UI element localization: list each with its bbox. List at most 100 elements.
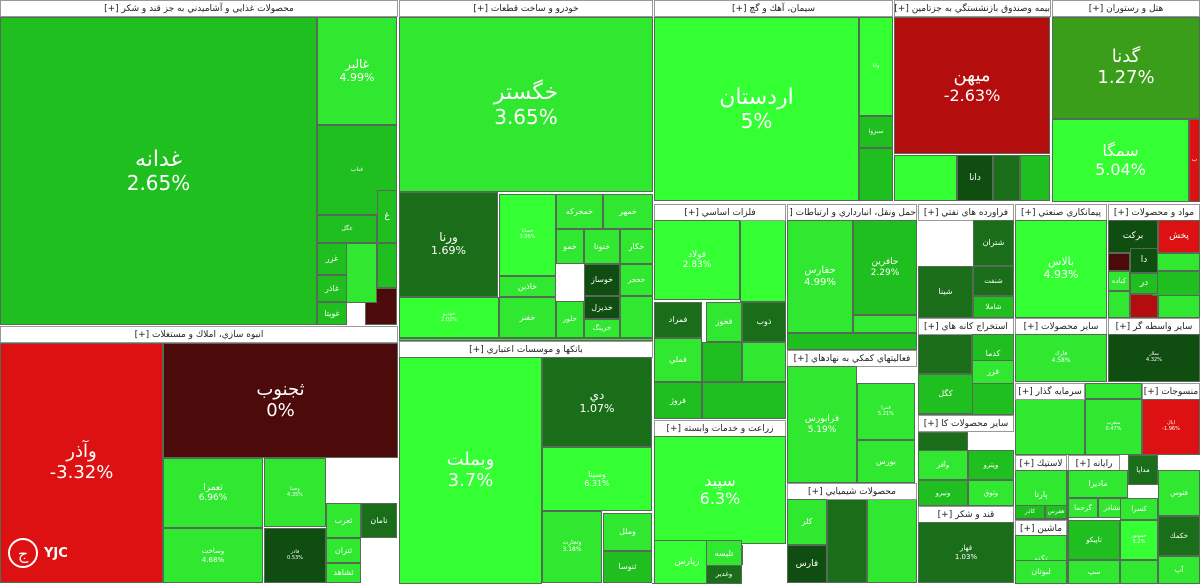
tile-22[interactable]: فارك 4.58%: [1015, 334, 1107, 382]
tile-89[interactable]: فتوس: [1158, 470, 1200, 516]
tile-34[interactable]: خودرو 2.02%: [399, 297, 499, 338]
tile-5[interactable]: ميهن -2.63%: [894, 17, 1050, 154]
tile-60[interactable]: فروژ: [654, 382, 702, 419]
tile-49[interactable]: بورس: [857, 440, 915, 483]
tile-1[interactable]: غالبر 4.99%: [317, 17, 397, 125]
tile-105[interactable]: سغرب 0.47%: [1085, 399, 1142, 455]
tile-27[interactable]: بركت: [1108, 220, 1158, 253]
tile-unlabelled[interactable]: [399, 338, 653, 341]
tile-19[interactable]: بالاس 4.93%: [1015, 220, 1107, 318]
tile-unlabelled[interactable]: [620, 296, 653, 338]
tile-31[interactable]: خساپا 3.06%: [499, 194, 556, 276]
tile-80[interactable]: وانا: [859, 17, 893, 116]
tile-unlabelled[interactable]: [377, 243, 397, 288]
sector-header[interactable]: هتل و رستوران [+]: [1052, 0, 1200, 17]
sector-header[interactable]: زراعت و خدمات وابسته [+]: [654, 420, 786, 437]
sector-header[interactable]: فراورده هاي نفتي [+]: [918, 204, 1014, 221]
tile-91[interactable]: آپ: [1158, 556, 1200, 584]
tile-106[interactable]: سپ: [1068, 560, 1120, 584]
tile-88[interactable]: هفرس: [1045, 505, 1067, 519]
tile-58[interactable]: فمراد: [654, 302, 702, 338]
sector-header[interactable]: بانكها و موسسات اعتباري [+]: [399, 341, 653, 358]
tile-74[interactable]: خحجر: [620, 264, 653, 296]
sector-header[interactable]: بيمه وصندوق بازنشستگي به جزتامين [+]: [894, 0, 1051, 17]
tile-7[interactable]: سمگا 5.04%: [1052, 119, 1189, 202]
tile-70[interactable]: خمو: [556, 229, 584, 264]
tile-71[interactable]: خلور: [556, 301, 584, 338]
tile-unlabelled[interactable]: [742, 342, 786, 382]
tile-unlabelled[interactable]: [993, 155, 1020, 201]
tile-unlabelled[interactable]: [853, 315, 917, 333]
tile-unlabelled[interactable]: [918, 334, 972, 374]
sector-header[interactable]: ساير واسطه گر [+]: [1108, 318, 1200, 335]
sector-header[interactable]: فلزات اساسي [+]: [654, 204, 786, 221]
tile-unlabelled[interactable]: [702, 342, 742, 382]
tile-41[interactable]: ثشاهد: [326, 563, 361, 583]
tile-unlabelled[interactable]: [1015, 399, 1085, 455]
tile-83[interactable]: گرحما: [1068, 498, 1098, 518]
tile-9[interactable]: ثجنوب 0%: [163, 343, 398, 458]
tile-unlabelled[interactable]: [827, 499, 867, 583]
tile-101[interactable]: وآفر: [918, 450, 968, 480]
tile-unlabelled[interactable]: [1020, 155, 1050, 201]
tile-20[interactable]: سپيد 6.3%: [654, 436, 786, 544]
sector-header[interactable]: فعاليتهاي كمكي به نهادهاي [+]: [787, 350, 917, 367]
tile-unlabelled[interactable]: [1158, 294, 1200, 318]
tile-51[interactable]: كلر: [787, 499, 827, 545]
tile-unlabelled[interactable]: [702, 382, 786, 419]
sector-header[interactable]: محصولات شيميايي [+]: [787, 483, 917, 500]
tile-86[interactable]: سلار 4.32%: [1108, 334, 1200, 382]
tile-43[interactable]: غزر: [317, 243, 347, 275]
tile-39[interactable]: نامان: [361, 503, 397, 538]
tile-65[interactable]: ثنوسا: [603, 551, 652, 583]
tile-28[interactable]: پخش: [1158, 220, 1200, 253]
tile-unlabelled[interactable]: [1130, 294, 1158, 318]
sector-header[interactable]: سرمايه گذار [+]: [1015, 383, 1085, 400]
tile-unlabelled[interactable]: [867, 499, 917, 583]
tile-50[interactable]: فارس: [787, 545, 827, 583]
tile-85[interactable]: مداپا: [1128, 455, 1158, 485]
tile-33[interactable]: خفنر: [499, 297, 556, 338]
tile-62[interactable]: ذوب: [742, 302, 786, 342]
tile-99[interactable]: غگل: [317, 215, 377, 243]
tile-17[interactable]: حفارس 4.99%: [787, 220, 853, 333]
tile-unlabelled[interactable]: [365, 288, 397, 325]
sector-header[interactable]: سيمان، آهك و گچ [+]: [654, 0, 893, 17]
tile-103[interactable]: وثوق: [968, 480, 1014, 506]
tile-16[interactable]: فولاد 2.83%: [654, 220, 740, 300]
sector-header[interactable]: پيمانكاري صنعتي [+]: [1015, 204, 1107, 221]
tile-unlabelled[interactable]: [1120, 560, 1158, 584]
tile-67[interactable]: تليسه: [706, 540, 742, 568]
tile-40[interactable]: ثتران: [326, 538, 361, 563]
tile-45[interactable]: غويتا: [317, 302, 347, 325]
tile-unlabelled[interactable]: [1085, 383, 1142, 399]
tile-108[interactable]: ب: [1189, 119, 1200, 202]
tile-72[interactable]: خرينگ: [584, 319, 620, 338]
tile-75[interactable]: اپال -1.96%: [1142, 399, 1200, 455]
tile-79[interactable]: قمرا 5.21%: [857, 383, 915, 440]
tile-48[interactable]: فزر: [972, 360, 1014, 384]
tile-10[interactable]: ثعمرا 6.96%: [163, 458, 263, 528]
tile-unlabelled[interactable]: [1152, 271, 1200, 296]
sector-header[interactable]: محصولات غذايي و آشاميدني به جز قند و شكر…: [0, 0, 398, 17]
tile-54[interactable]: ماديرا: [1068, 470, 1128, 498]
sector-header[interactable]: حمل ونقل، انبارداري و ارتباطات [+]: [787, 204, 917, 221]
tile-73[interactable]: خنوتا: [584, 229, 620, 264]
tile-90[interactable]: خكمك: [1158, 516, 1200, 556]
tile-69[interactable]: خكار: [620, 229, 653, 264]
tile-107[interactable]: خموتور 5.2%: [1120, 520, 1158, 560]
tile-24[interactable]: دانا: [957, 155, 993, 201]
tile-63[interactable]: سبزوا: [859, 116, 893, 148]
tile-29[interactable]: خمحركه: [556, 194, 603, 229]
sector-header[interactable]: ساير محصولات كا [+]: [918, 415, 1014, 432]
tile-94[interactable]: دا: [1130, 248, 1158, 273]
tile-36[interactable]: خديزل: [584, 296, 620, 319]
tile-unlabelled[interactable]: [787, 333, 917, 350]
tile-unlabelled[interactable]: [1108, 291, 1130, 318]
tile-68[interactable]: وغدير: [706, 565, 742, 584]
tile-13[interactable]: دي 1.07%: [542, 357, 652, 447]
tile-61[interactable]: فخوز: [706, 302, 742, 342]
tile-unlabelled[interactable]: [859, 148, 893, 201]
tile-32[interactable]: خاذين: [499, 276, 556, 297]
tile-47[interactable]: كگل: [918, 374, 973, 414]
